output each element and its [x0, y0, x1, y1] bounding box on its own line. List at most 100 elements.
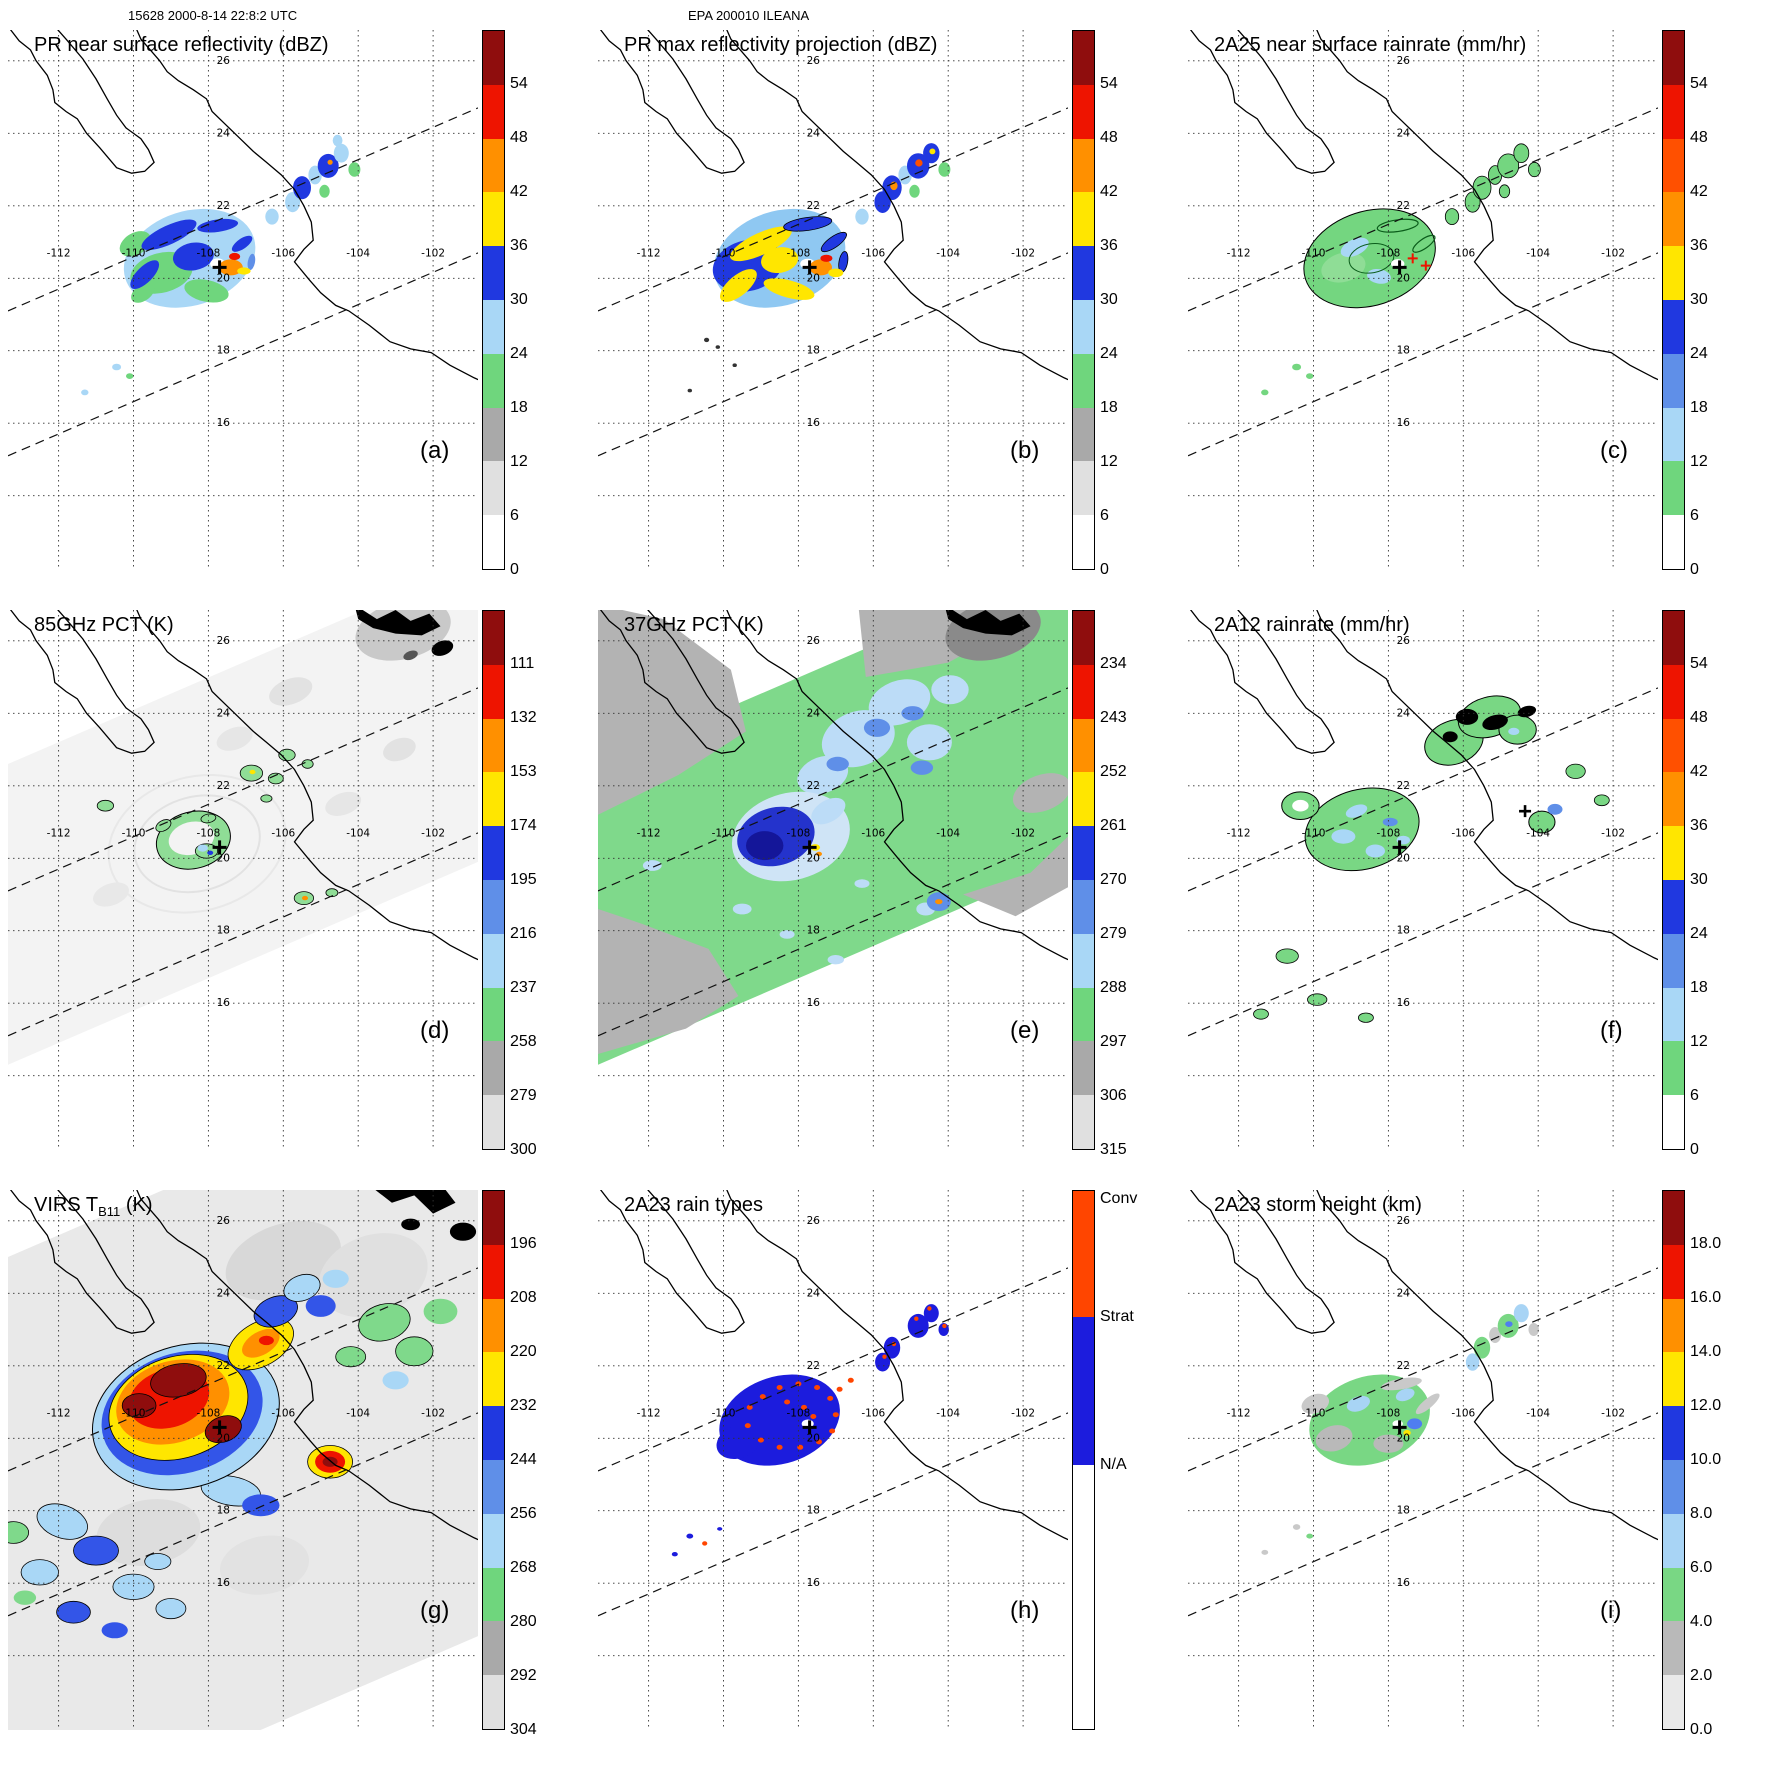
lon-label: -112: [637, 1408, 661, 1420]
panel-title-f: 2A12 rainrate (mm/hr): [1214, 614, 1410, 636]
colorbar-segment: [1663, 879, 1684, 934]
colorbar-segment: [483, 461, 504, 516]
coastline-1: [726, 30, 1068, 381]
colorbar-category-label: Conv: [1100, 1190, 1138, 1207]
colorbar-segment: [483, 1675, 504, 1729]
panel-g: -112 -110 -108 -106 -104 -102 16 18 20 22 24 26 (g) V…: [0, 1186, 590, 1766]
lon-label: -110: [712, 1408, 736, 1420]
colorbar-tick: 6: [1690, 1087, 1699, 1104]
panel-letter-h: (h): [1010, 1597, 1039, 1624]
lon-label: -112: [1227, 1408, 1251, 1420]
axis-labels: -112 -110 -108 -106 -104 -102 16 18 20 22 24 26: [1227, 635, 1625, 1009]
axis-labels: -112 -110 -108 -106 -104 -102 16 18 20 22 24 26: [47, 635, 445, 1009]
colorbar-segment: [1663, 299, 1684, 354]
lon-label: -102: [421, 828, 445, 840]
map-wrap-c: -112 -110 -108 -106 -104 -102 16 18 20 22 24 26 (c) 2…: [1188, 30, 1658, 570]
colorbar-ticks-i: 18.0 16.0 14.0 12.0 10.0 8.0 6.0 4.0 2.0 0.0: [1690, 1190, 1744, 1738]
data-blobs-b: [687, 143, 951, 393]
colorbar-segment: [483, 246, 504, 300]
colorbar-tick: 0.0: [1690, 1721, 1713, 1738]
colorbar-segment: [1073, 987, 1094, 1042]
colorbar-tick: 30: [1690, 291, 1708, 308]
colorbar-tick: 315: [1100, 1141, 1127, 1158]
colorbar-tick: 48: [1100, 129, 1118, 146]
swath-edge-0: [8, 107, 478, 312]
colorbar-segment: [1073, 1317, 1094, 1466]
colorbar-tick: 42: [1690, 183, 1708, 200]
panel-title-d: 85GHz PCT (K): [34, 614, 174, 636]
colorbar-segment: [1073, 138, 1094, 193]
panel-i: -112 -110 -108 -106 -104 -102 16 18 20 22 24 26 (i) 2…: [1180, 1186, 1770, 1766]
lat-label: 26: [807, 55, 821, 67]
axis-labels: -112 -110 -108 -106 -104 -102 16 18 20 22 24 26: [47, 1215, 445, 1589]
lon-label: -104: [346, 248, 370, 260]
colorbar-tick: 48: [1690, 709, 1708, 726]
storm-center-cross: [1392, 840, 1407, 855]
colorbar-tick: 12.0: [1690, 1397, 1722, 1414]
lon-label: -106: [861, 1408, 885, 1420]
map-background: [1188, 610, 1658, 1150]
colorbar-c: 54 48 42 36 30 24 18 12 6 0: [1662, 30, 1744, 578]
colorbar-tick: 16.0: [1690, 1289, 1722, 1306]
panel-a: -112 -110 -108 -106 -104 -102 16 18 20 22 24 26 (a) P…: [0, 26, 590, 606]
colorbar-tick: 0: [1690, 1141, 1699, 1158]
colorbar-tick: 111: [510, 655, 535, 672]
overpass-timestamp: 15628 2000-8-14 22:8:2 UTC: [128, 8, 298, 23]
swath-edge-1: [1188, 252, 1658, 457]
coastline-0: [9, 610, 155, 754]
lat-label: 18: [807, 345, 820, 357]
swath-edge-1: [1188, 832, 1658, 1037]
colorbar-segment: [483, 84, 504, 139]
axis-labels: -112 -110 -108 -106 -104 -102 16 18 20 22 24 26: [637, 635, 1035, 1009]
lon-label: -106: [1451, 828, 1475, 840]
colorbar-segment: [1663, 664, 1684, 719]
colorbar-segment: [483, 1621, 504, 1676]
colorbar-tick: 12: [1690, 1033, 1708, 1050]
map-background: [1188, 1190, 1658, 1730]
colorbar-tick: 48: [1690, 129, 1708, 146]
lat-label: 16: [807, 417, 821, 429]
lat-label: 22: [1397, 1360, 1410, 1372]
colorbar-tick: 196: [510, 1235, 537, 1252]
colorbar-segment: [1073, 1465, 1094, 1729]
panel-title-b: PR max reflectivity projection (dBZ): [624, 34, 938, 56]
colorbar-bar-h: [1072, 1190, 1095, 1730]
colorbar-segment: [1073, 879, 1094, 934]
colorbar-b: 54 48 42 36 30 24 18 12 6 0: [1072, 30, 1154, 578]
red-marker-cross: [1407, 253, 1418, 264]
data-blobs-a: [81, 134, 361, 396]
colorbar-tick: 174: [510, 817, 537, 834]
colorbar-segment: [1073, 772, 1094, 827]
graticule: [1188, 1190, 1658, 1730]
lat-label: 20: [1397, 272, 1410, 284]
lat-label: 22: [1397, 200, 1410, 212]
lat-label: 20: [217, 852, 230, 864]
map-background: [598, 30, 1068, 570]
lat-label: 24: [1397, 1287, 1411, 1299]
lon-label: -108: [1376, 828, 1400, 840]
colorbar-segment: [1663, 987, 1684, 1042]
lat-label: 22: [807, 1360, 820, 1372]
colorbar-segment: [1663, 1095, 1684, 1149]
data-blobs-e: [598, 610, 1068, 1054]
lat-label: 24: [1397, 707, 1411, 719]
axis-labels: -112 -110 -108 -106 -104 -102 16 18 20 22 24 26: [1227, 55, 1625, 429]
coastline-0: [9, 1190, 155, 1334]
lon-label: -104: [936, 828, 960, 840]
colorbar-bar-d: [482, 610, 505, 1150]
colorbar-segment: [1663, 1406, 1684, 1460]
lon-label: -112: [1227, 828, 1251, 840]
data-blobs-d: [93, 610, 454, 914]
colorbar-g: 196 208 220 232 244 256 268 280 292 304: [482, 1190, 564, 1738]
map-a: -112 -110 -108 -106 -104 -102 16 18 20 22 24 26 (a): [8, 30, 478, 570]
lat-label: 24: [1397, 127, 1411, 139]
lat-label: 26: [217, 55, 231, 67]
lon-label: -110: [122, 1408, 146, 1420]
graticule: [8, 30, 478, 570]
lon-label: -102: [1601, 1408, 1625, 1420]
colorbar-tick: 18: [1690, 979, 1708, 996]
colorbar-segment: [483, 1244, 504, 1299]
colorbar-segment: [483, 1095, 504, 1149]
lat-label: 20: [807, 272, 820, 284]
